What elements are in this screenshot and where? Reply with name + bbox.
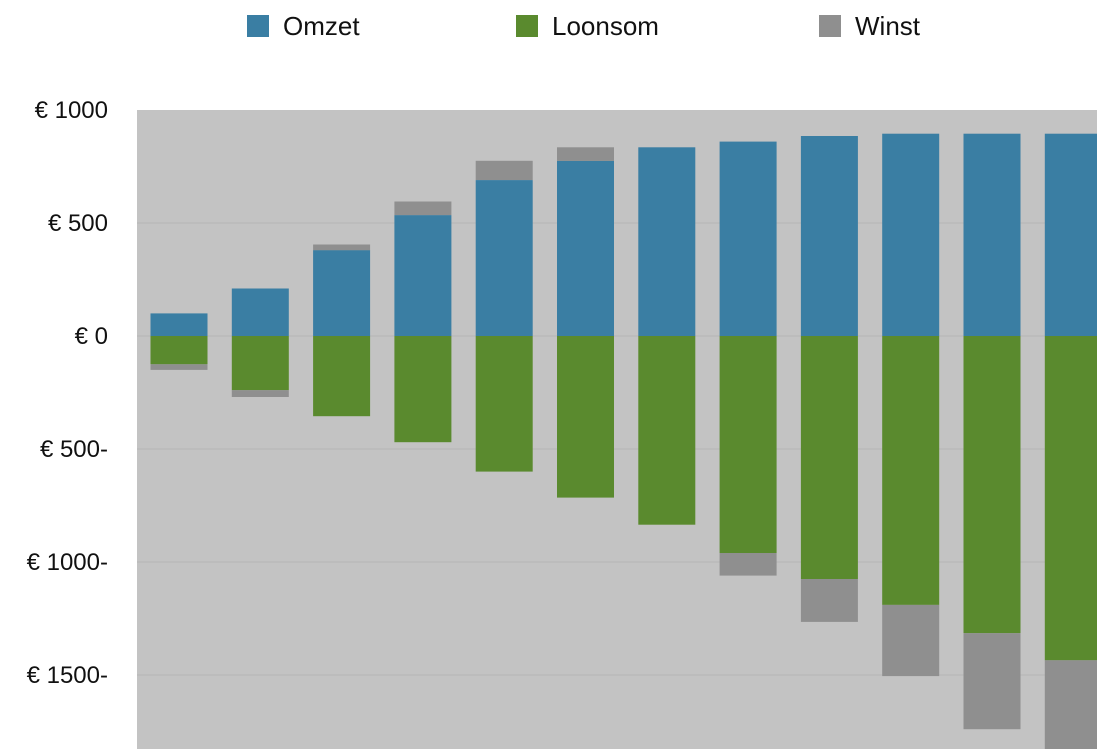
y-tick-label: € 1000: [35, 97, 108, 124]
bar-loonsom-8: [719, 336, 777, 553]
y-tick-label: € 1500-: [27, 662, 108, 689]
bar-loonsom-12: [1044, 336, 1097, 661]
bar-omzet-11: [963, 133, 1021, 336]
bar-loonsom-1: [150, 336, 208, 365]
bar-winst-8: [719, 553, 777, 576]
bar-winst-2: [231, 390, 289, 397]
bar-omzet-4: [394, 215, 452, 336]
legend-label-winst: Winst: [855, 11, 920, 41]
bars: [150, 133, 1097, 749]
bar-loonsom-7: [638, 336, 696, 525]
legend-label-omzet: Omzet: [283, 11, 360, 41]
plot-area: [137, 110, 1097, 749]
legend-swatch-loonsom: [516, 15, 538, 37]
bar-loonsom-11: [963, 336, 1021, 634]
bar-omzet-3: [313, 250, 371, 336]
y-tick-label: € 500: [48, 210, 108, 237]
bar-winst-12: [1044, 660, 1097, 749]
bar-omzet-5: [475, 180, 533, 336]
bar-loonsom-2: [231, 336, 289, 391]
bar-loonsom-6: [557, 336, 614, 498]
y-axis: € 1000 € 500 € 0 € 500- € 1000- € 1500-: [27, 97, 108, 689]
y-tick-label: € 1000-: [27, 549, 108, 576]
legend-label-loonsom: Loonsom: [552, 11, 659, 41]
legend-item-winst: Winst: [819, 6, 920, 46]
bar-omzet-9: [800, 136, 858, 336]
bar-loonsom-3: [313, 336, 371, 417]
bar-winst-9: [800, 579, 858, 622]
y-tick-label: € 0: [75, 323, 108, 350]
bar-loonsom-5: [475, 336, 533, 472]
bar-loonsom-10: [882, 336, 940, 605]
bar-omzet-10: [882, 133, 940, 336]
bar-winst-6: [557, 147, 614, 161]
y-tick-label: € 500-: [40, 436, 108, 463]
bar-winst-11: [963, 633, 1021, 730]
bar-winst-1: [150, 364, 208, 370]
chart-legend: Omzet Loonsom Winst: [0, 6, 1097, 46]
legend-item-omzet: Omzet: [247, 6, 360, 46]
bar-loonsom-9: [800, 336, 858, 579]
bar-omzet-2: [231, 288, 289, 336]
legend-item-loonsom: Loonsom: [516, 6, 659, 46]
bar-omzet-7: [638, 147, 696, 336]
bar-omzet-1: [150, 313, 208, 336]
bar-loonsom-4: [394, 336, 452, 443]
bar-winst-4: [394, 201, 452, 216]
bar-omzet-6: [557, 160, 614, 336]
bar-winst-3: [313, 244, 371, 251]
bar-winst-5: [475, 160, 533, 180]
bar-omzet-8: [719, 141, 777, 336]
legend-swatch-omzet: [247, 15, 269, 37]
legend-swatch-winst: [819, 15, 841, 37]
bar-winst-10: [882, 604, 940, 677]
bar-omzet-12: [1044, 133, 1097, 336]
